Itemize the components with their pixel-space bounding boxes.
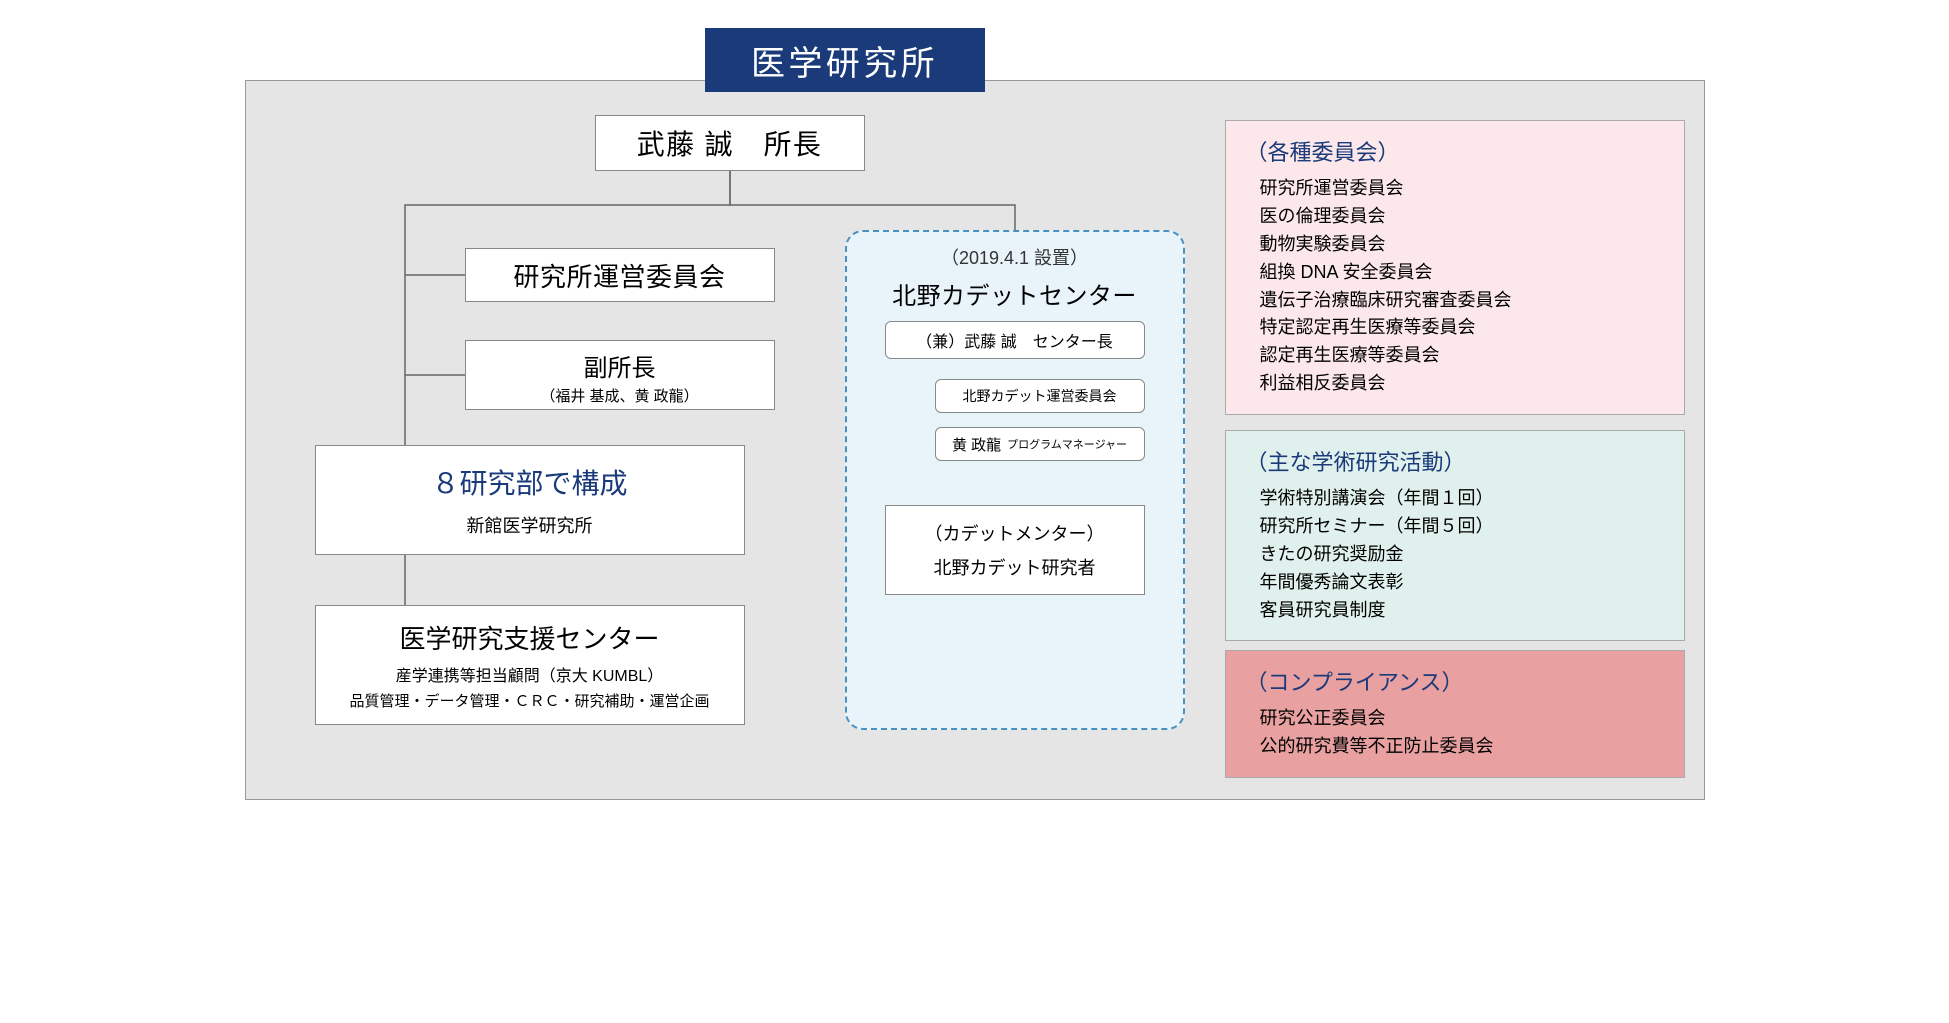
cadet-center-frame: （2019.4.1 設置） 北野カデットセンター （兼）武藤 誠 センター長 北… bbox=[845, 230, 1185, 730]
compliance-list: 研究公正委員会公的研究費等不正防止委員会 bbox=[1246, 705, 1664, 761]
committees-list: 研究所運営委員会医の倫理委員会動物実験委員会組換 DNA 安全委員会遺伝子治療臨… bbox=[1246, 175, 1664, 398]
deputy-names: （福井 基成、黄 政龍） bbox=[540, 385, 698, 406]
support-center-box: 医学研究支援センター 産学連携等担当顧問（京大 KUMBL） 品質管理・データ管… bbox=[315, 605, 745, 725]
cadet-footer1: （カデットメンター） bbox=[925, 520, 1105, 546]
compliance-panel: （コンプライアンス） 研究公正委員会公的研究費等不正防止委員会 bbox=[1225, 650, 1685, 778]
list-item: 年間優秀論文表彰 bbox=[1246, 569, 1664, 597]
support-line1: 産学連携等担当顧問（京大 KUMBL） bbox=[396, 662, 664, 686]
director-label: 武藤 誠 所長 bbox=[637, 123, 823, 163]
list-item: 遺伝子治療臨床研究審査委員会 bbox=[1246, 287, 1664, 315]
deputy-director-box: 副所長 （福井 基成、黄 政龍） bbox=[465, 340, 775, 410]
management-committee-box: 研究所運営委員会 bbox=[465, 248, 775, 302]
cadet-title: 北野カデットセンター bbox=[892, 276, 1137, 311]
list-item: 学術特別講演会（年間１回） bbox=[1246, 485, 1664, 513]
title-text: 医学研究所 bbox=[751, 36, 938, 85]
list-item: 医の倫理委員会 bbox=[1246, 203, 1664, 231]
departments-title: ８研究部で構成 bbox=[431, 462, 627, 502]
list-item: 公的研究費等不正防止委員会 bbox=[1246, 733, 1664, 761]
cadet-sub-wrap: 北野カデット運営委員会 黄 政龍 プログラムマネージャー bbox=[885, 379, 1145, 461]
director-box: 武藤 誠 所長 bbox=[595, 115, 865, 171]
list-item: きたの研究奨励金 bbox=[1246, 541, 1664, 569]
list-item: 研究所セミナー（年間５回） bbox=[1246, 513, 1664, 541]
compliance-heading: （コンプライアンス） bbox=[1246, 665, 1664, 697]
activities-heading: （主な学術研究活動） bbox=[1246, 445, 1664, 477]
committees-panel: （各種委員会） 研究所運営委員会医の倫理委員会動物実験委員会組換 DNA 安全委… bbox=[1225, 120, 1685, 415]
cadet-footer2: 北野カデット研究者 bbox=[934, 554, 1096, 580]
deputy-title: 副所長 bbox=[584, 348, 656, 383]
support-title: 医学研究支援センター bbox=[399, 619, 659, 656]
cadet-head-box: （兼）武藤 誠 センター長 bbox=[885, 321, 1145, 359]
cadet-sub2-role: プログラムマネージャー bbox=[1007, 436, 1127, 452]
cadet-head-label: （兼）武藤 誠 センター長 bbox=[916, 328, 1112, 352]
cadet-sub1-box: 北野カデット運営委員会 bbox=[935, 379, 1145, 413]
departments-box: ８研究部で構成 新館医学研究所 bbox=[315, 445, 745, 555]
org-chart-canvas: 医学研究所 武藤 誠 所長 研究所運営委員会 副所長 （福井 基成、黄 政龍） … bbox=[225, 20, 1725, 810]
committee-label: 研究所運営委員会 bbox=[513, 257, 725, 294]
list-item: 組換 DNA 安全委員会 bbox=[1246, 259, 1664, 287]
list-item: 客員研究員制度 bbox=[1246, 597, 1664, 625]
list-item: 利益相反委員会 bbox=[1246, 370, 1664, 398]
cadet-sub1-label: 北野カデット運営委員会 bbox=[963, 386, 1117, 406]
cadet-sub2-name: 黄 政龍 bbox=[952, 434, 1001, 455]
list-item: 動物実験委員会 bbox=[1246, 231, 1664, 259]
list-item: 認定再生医療等委員会 bbox=[1246, 342, 1664, 370]
departments-subtitle: 新館医学研究所 bbox=[467, 512, 593, 538]
list-item: 特定認定再生医療等委員会 bbox=[1246, 314, 1664, 342]
list-item: 研究所運営委員会 bbox=[1246, 175, 1664, 203]
support-line2: 品質管理・データ管理・ＣＲＣ・研究補助・運営企画 bbox=[349, 690, 709, 711]
cadet-sub2-box: 黄 政龍 プログラムマネージャー bbox=[935, 427, 1145, 461]
cadet-date: （2019.4.1 設置） bbox=[941, 244, 1088, 270]
list-item: 研究公正委員会 bbox=[1246, 705, 1664, 733]
activities-list: 学術特別講演会（年間１回）研究所セミナー（年間５回）きたの研究奨励金年間優秀論文… bbox=[1246, 485, 1664, 624]
committees-heading: （各種委員会） bbox=[1246, 135, 1664, 167]
cadet-footer-box: （カデットメンター） 北野カデット研究者 bbox=[885, 505, 1145, 595]
activities-panel: （主な学術研究活動） 学術特別講演会（年間１回）研究所セミナー（年間５回）きたの… bbox=[1225, 430, 1685, 641]
title-banner: 医学研究所 bbox=[705, 28, 985, 92]
